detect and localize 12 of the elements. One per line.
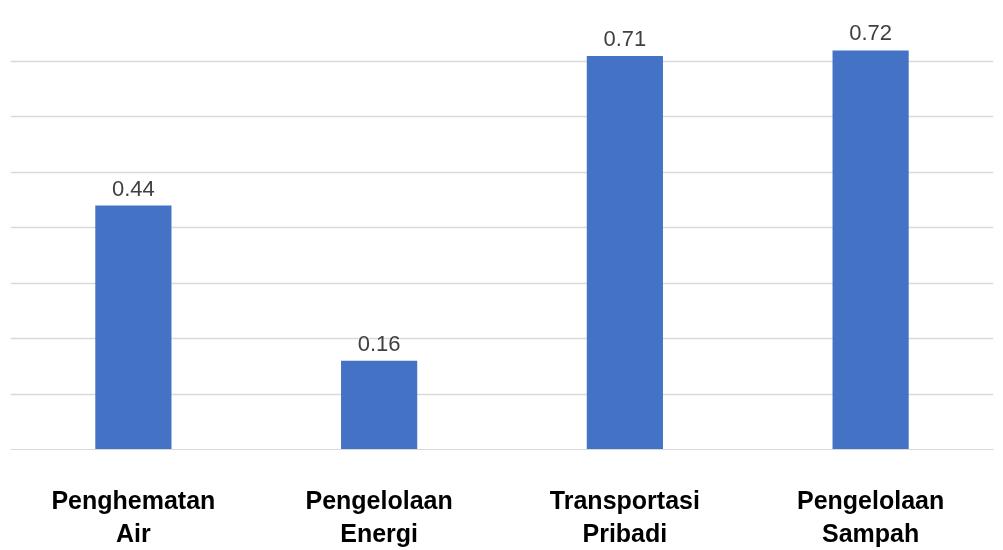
x-tick-label: Penghematan Air <box>51 485 216 548</box>
x-tick-label: Pengelolaan Energi <box>305 485 453 548</box>
bar <box>832 50 909 450</box>
data-label: 0.16 <box>357 330 401 356</box>
bar <box>586 55 663 450</box>
data-label: 0.71 <box>603 25 647 51</box>
x-tick-label: Transportasi Pribadi <box>549 485 700 548</box>
x-tick-label: Pengelolaan Sampah <box>796 485 945 548</box>
data-label: 0.72 <box>849 20 893 46</box>
bar <box>95 205 172 450</box>
data-label: 0.44 <box>111 175 155 201</box>
bar <box>341 360 418 450</box>
